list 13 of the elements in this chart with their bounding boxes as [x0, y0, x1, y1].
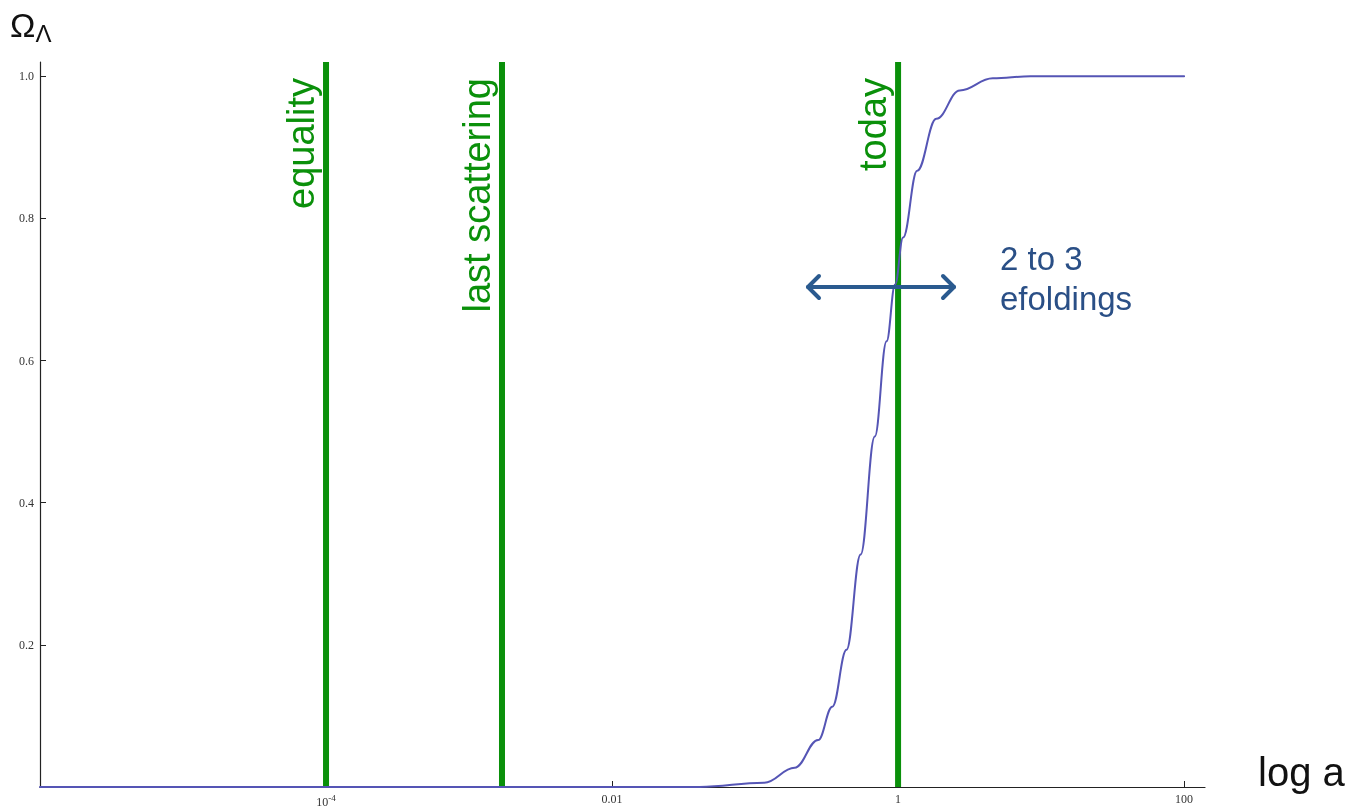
y-tick-label: 0.2 — [19, 637, 34, 652]
y-tick-label: 0.8 — [19, 211, 34, 226]
ref-line-label: last scattering — [456, 78, 498, 313]
y-tick-label: 0.4 — [19, 495, 34, 510]
ref-line-label: today — [852, 78, 895, 171]
x-tick-label: 1 — [895, 792, 902, 806]
x-tick-label: 100 — [1175, 792, 1194, 806]
y-tick-label: 1.0 — [19, 69, 34, 84]
x-tick-label: 0.01 — [601, 792, 623, 806]
x-axis-title: log a — [1258, 750, 1346, 794]
ref-line-label: equality — [280, 78, 323, 209]
y-tick-label: 0.6 — [19, 353, 34, 368]
annotation: 2 to 3 efoldings — [1000, 239, 1133, 319]
